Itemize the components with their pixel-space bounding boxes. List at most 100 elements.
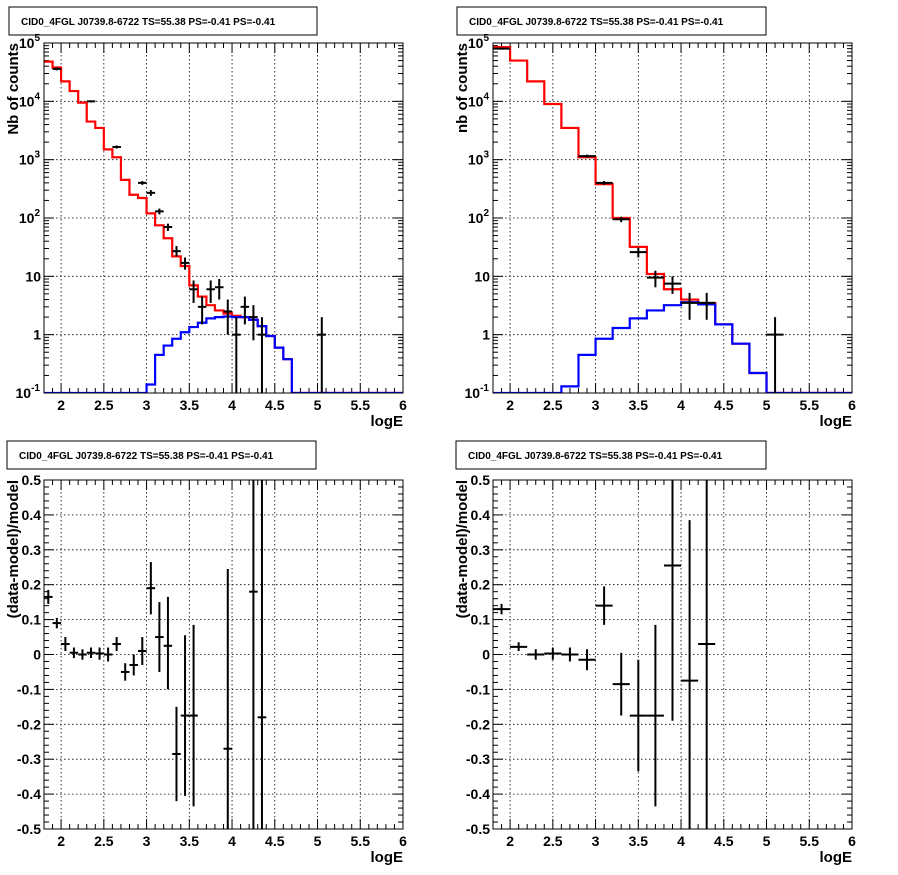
x-tick-label: 6 [399, 833, 407, 849]
data-point [223, 299, 233, 335]
x-tick-label: 3 [143, 833, 151, 849]
data-point [78, 649, 87, 660]
data-point [223, 568, 233, 829]
data-point [527, 649, 545, 660]
x-tick-label: 2.5 [94, 397, 114, 413]
data-point [103, 647, 113, 662]
chart-panel-p2: CID0_4FGL J0739.8-6722 TS=55.38 PS=-0.41… [454, 6, 856, 430]
data-point [257, 317, 267, 393]
data-point [86, 100, 96, 103]
y-tick-label: 102 [19, 208, 41, 226]
data-point [206, 280, 215, 303]
y-axis-label: Nb of counts [5, 43, 22, 135]
chart-title: CID0_4FGL J0739.8-6722 TS=55.38 PS=-0.41… [19, 451, 274, 462]
data-point [544, 647, 562, 660]
y-tick-label: 10-1 [16, 383, 41, 401]
histogram-series-0 [44, 60, 403, 393]
y-tick-label: 10 [474, 268, 490, 284]
data-point [595, 586, 613, 625]
y-tick-label: -0.1 [17, 681, 41, 697]
y-tick-label: 103 [19, 150, 41, 168]
series-group [44, 60, 403, 393]
x-tick-label: 6 [399, 397, 407, 413]
x-tick-label: 2.5 [543, 833, 563, 849]
x-tick-label: 5 [314, 397, 322, 413]
histogram-series-1 [44, 315, 403, 393]
plot-frame [43, 42, 404, 394]
y-tick-label: 0.5 [471, 472, 491, 488]
y-tick-label: 0.4 [22, 507, 42, 523]
plot-frame [492, 42, 853, 394]
y-tick-label: 0.4 [471, 507, 491, 523]
data-point [61, 637, 70, 652]
x-axis-label: logE [820, 413, 853, 430]
x-tick-label: 4.5 [265, 833, 285, 849]
data-point [646, 270, 664, 288]
x-tick-label: 5 [314, 833, 322, 849]
y-tick-label: 0.3 [22, 542, 42, 558]
data-point [155, 208, 164, 215]
y-tick-label: -0.2 [17, 716, 41, 732]
grid-lines [493, 43, 852, 393]
x-tick-label: 3.5 [629, 397, 649, 413]
data-point [180, 635, 190, 796]
data-point [138, 181, 147, 185]
data-point [155, 602, 164, 672]
data-point [86, 647, 96, 658]
y-tick-label: 1 [482, 327, 490, 343]
data-point [146, 562, 156, 615]
x-tick-label: 5.5 [800, 397, 820, 413]
chart-title: CID0_4FGL J0739.8-6722 TS=55.38 PS=-0.41… [21, 17, 276, 28]
x-tick-label: 4.5 [714, 833, 734, 849]
x-tick-label: 3.5 [629, 833, 649, 849]
y-tick-label: -0.4 [17, 786, 41, 802]
chart-panel-p1: CID0_4FGL J0739.8-6722 TS=55.38 PS=-0.41… [5, 6, 407, 430]
data-point [120, 663, 130, 681]
series-group [493, 480, 716, 829]
y-tick-label: -0.3 [466, 751, 490, 767]
x-axis-label: logE [371, 849, 404, 866]
histogram-series-0 [493, 46, 852, 393]
y-tick-label: 0 [482, 647, 490, 663]
y-axis-label: nb of counts [454, 43, 471, 133]
series-group [44, 480, 267, 829]
data-point [257, 480, 267, 829]
data-point [69, 647, 79, 658]
data-point [595, 181, 613, 185]
chart-title: CID0_4FGL J0739.8-6722 TS=55.38 PS=-0.41… [469, 17, 724, 28]
x-tick-label: 3 [592, 397, 600, 413]
x-tick-label: 5 [763, 833, 771, 849]
y-tick-label: -0.3 [17, 751, 41, 767]
data-point [698, 292, 716, 320]
data-point [112, 637, 121, 652]
y-tick-label: -0.1 [466, 681, 490, 697]
y-tick-label: 0.3 [471, 542, 491, 558]
x-tick-label: 4 [228, 397, 236, 413]
x-tick-label: 5.5 [351, 833, 371, 849]
data-point [561, 647, 579, 662]
x-tick-label: 5.5 [351, 397, 371, 413]
x-tick-label: 2.5 [94, 833, 114, 849]
data-point [681, 520, 699, 829]
x-tick-label: 4 [228, 833, 236, 849]
data-point [317, 317, 327, 393]
x-axis-label: logE [820, 849, 853, 866]
x-tick-label: 5.5 [800, 833, 820, 849]
data-point [578, 154, 596, 158]
y-axis-label: (data-model)/model [454, 480, 471, 618]
data-point [52, 67, 62, 71]
data-point [493, 47, 511, 50]
x-tick-label: 4 [677, 833, 685, 849]
title-box [8, 6, 318, 36]
x-tick-label: 2 [57, 833, 65, 849]
y-tick-label: -0.2 [466, 716, 490, 732]
x-tick-label: 3.5 [180, 833, 200, 849]
x-axis-label: logE [371, 413, 404, 430]
y-tick-label: 0 [33, 647, 41, 663]
data-point [146, 190, 156, 196]
chart-panel-p3: CID0_4FGL J0739.8-6722 TS=55.38 PS=-0.41… [5, 440, 407, 866]
x-tick-label: 6 [848, 833, 856, 849]
data-point [663, 276, 682, 294]
y-tick-label: 0.1 [471, 612, 491, 628]
